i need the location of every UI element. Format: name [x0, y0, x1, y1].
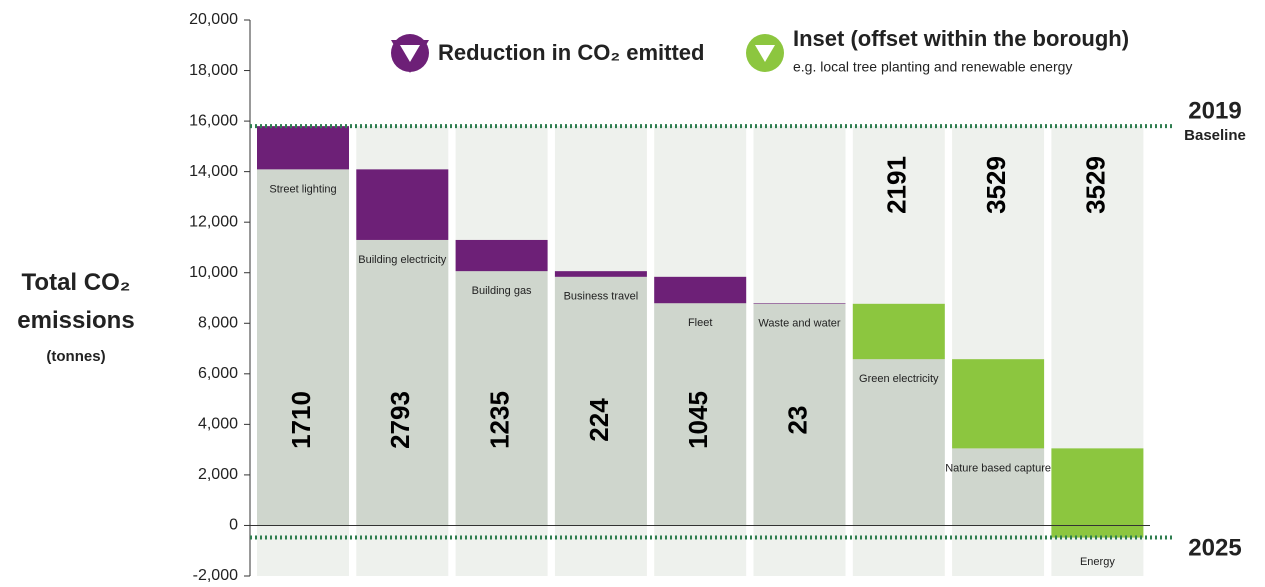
y-axis-unit: (tonnes) — [46, 348, 105, 365]
legend-note: e.g. local tree planting and renewable e… — [793, 59, 1072, 75]
y-tick-label: 6,000 — [198, 365, 238, 382]
value-label: 1710 — [286, 391, 316, 449]
value-label: 2191 — [882, 156, 912, 214]
y-tick-label: 4,000 — [198, 416, 238, 433]
inset-bar — [952, 359, 1044, 448]
chart: (tonnes) 2019 Baseline 2025 Reduction in… — [0, 0, 1265, 587]
start-label: Baseline — [1184, 127, 1246, 144]
end-year: 2025 — [1188, 534, 1241, 561]
value-label: 2793 — [385, 391, 415, 449]
category-label: Nature based capture — [945, 462, 1051, 474]
category-label: Street lighting — [269, 183, 336, 195]
category-label: Building gas — [472, 285, 532, 297]
y-tick-label: 0 — [229, 517, 238, 534]
y-tick-label: 2,000 — [198, 466, 238, 483]
remaining-column — [356, 240, 448, 526]
y-tick-label: 16,000 — [189, 112, 238, 129]
category-label: Waste and water — [758, 318, 840, 330]
category-label: Energy — [1080, 556, 1115, 568]
remaining-column — [257, 169, 349, 525]
legend-label: Reduction in CO₂ emitted — [438, 40, 704, 65]
inset-bar — [853, 304, 945, 359]
category-label: Building electricity — [358, 254, 447, 266]
category-label: Business travel — [564, 291, 639, 303]
value-label: 1045 — [683, 391, 713, 449]
value-label: 3529 — [1080, 156, 1110, 214]
y-tick-label: 8,000 — [198, 314, 238, 331]
reduction-bar — [456, 240, 548, 271]
reduction-bar — [654, 277, 746, 303]
y-tick-label: 10,000 — [189, 264, 238, 281]
category-label: Green electricity — [859, 373, 939, 385]
value-label: 224 — [584, 398, 614, 442]
y-tick-label: 20,000 — [189, 11, 238, 28]
category-label: Fleet — [688, 317, 712, 329]
value-label: 23 — [782, 406, 812, 435]
reduction-bar — [257, 126, 349, 169]
y-tick-label: 12,000 — [189, 213, 238, 230]
inset-bar — [1051, 448, 1143, 537]
value-label: 3529 — [981, 156, 1011, 214]
start-year: 2019 — [1188, 97, 1241, 124]
value-label: 1235 — [484, 391, 514, 449]
reduction-bar — [555, 271, 647, 277]
y-tick-label: 18,000 — [189, 62, 238, 79]
legend-label: Inset (offset within the borough) — [793, 26, 1129, 51]
y-tick-label: -2,000 — [193, 567, 238, 584]
reduction-bar — [754, 303, 846, 304]
remaining-column — [952, 448, 1044, 525]
y-tick-label: 14,000 — [189, 163, 238, 180]
reduction-bar — [356, 169, 448, 240]
